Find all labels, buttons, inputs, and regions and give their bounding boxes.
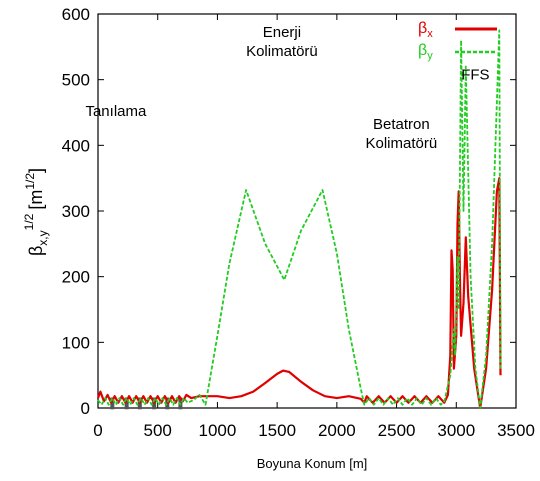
y-axis-label-unit-close: ] xyxy=(26,168,46,173)
legend-label-beta-x-sub: x xyxy=(427,28,433,40)
x-tick-label: 1000 xyxy=(199,421,237,440)
x-tick-label: 3500 xyxy=(497,421,535,440)
section-annotation: Tanılama xyxy=(85,103,147,120)
legend: βx βy xyxy=(418,20,497,62)
series-line-y xyxy=(97,29,502,409)
section-annotation-line: Betatron xyxy=(373,116,430,133)
section-annotation: FFS xyxy=(461,67,489,84)
y-tick-label: 600 xyxy=(62,5,90,24)
legend-label-beta-y: βy xyxy=(418,42,433,62)
section-annotations: Enerji Kolimatörü Tanılama Betatron Kolimatö… xyxy=(85,24,489,152)
section-annotation-line: FFS xyxy=(461,67,489,84)
y-tick-label: 100 xyxy=(62,333,90,352)
section-annotation-line: Kolimatörü xyxy=(365,135,437,152)
y-tick-label: 0 xyxy=(81,399,90,418)
section-annotation: Betatron Kolimatörü xyxy=(365,116,437,152)
x-axis-label: Boyuna Konum [m] xyxy=(257,456,368,471)
svg-text:βx,y1/2[m1/2]: βx,y1/2[m1/2] xyxy=(22,168,50,256)
x-tick-label: 3000 xyxy=(437,421,475,440)
y-axis-label-sub: x,y xyxy=(36,230,50,245)
y-axis-label-unit: [m xyxy=(26,190,46,210)
x-tick-label: 2000 xyxy=(318,421,356,440)
diagnostic-marker xyxy=(124,397,129,410)
y-tick-label: 500 xyxy=(62,71,90,90)
y-axis-label-symbol: β xyxy=(26,246,46,256)
x-tick-label: 0 xyxy=(93,421,102,440)
legend-label-beta-x-name: β xyxy=(418,20,427,37)
y-axis-label-unit-sup: 1/2 xyxy=(23,173,37,190)
y-axis-label-sup: 1/2 xyxy=(22,213,36,230)
legend-label-beta-y-sub: y xyxy=(427,50,433,62)
y-tick-label: 400 xyxy=(62,136,90,155)
series-lines xyxy=(96,29,502,410)
x-tick-label: 2500 xyxy=(378,421,416,440)
y-tick-label: 300 xyxy=(62,202,90,221)
legend-label-beta-x: βx xyxy=(418,20,433,40)
series-line-x xyxy=(96,177,502,410)
x-tick-label: 1500 xyxy=(258,421,296,440)
diagnostic-marker xyxy=(165,397,170,410)
axis-ticks: 0 500 1000 1500 2000 2500 3000 3500 0 100 200 300 40… xyxy=(62,5,535,440)
diagnostic-marker xyxy=(110,397,115,410)
legend-label-beta-y-name: β xyxy=(418,42,427,59)
section-annotation-line: Kolimatörü xyxy=(246,43,318,60)
section-annotation-line: Enerji xyxy=(263,24,301,41)
y-tick-label: 200 xyxy=(62,268,90,287)
x-tick-label: 500 xyxy=(144,421,172,440)
y-axis-label: βx,y1/2[m1/2] xyxy=(22,168,50,256)
section-annotation: Enerji Kolimatörü xyxy=(246,24,318,60)
section-annotation-line: Tanılama xyxy=(85,103,147,120)
